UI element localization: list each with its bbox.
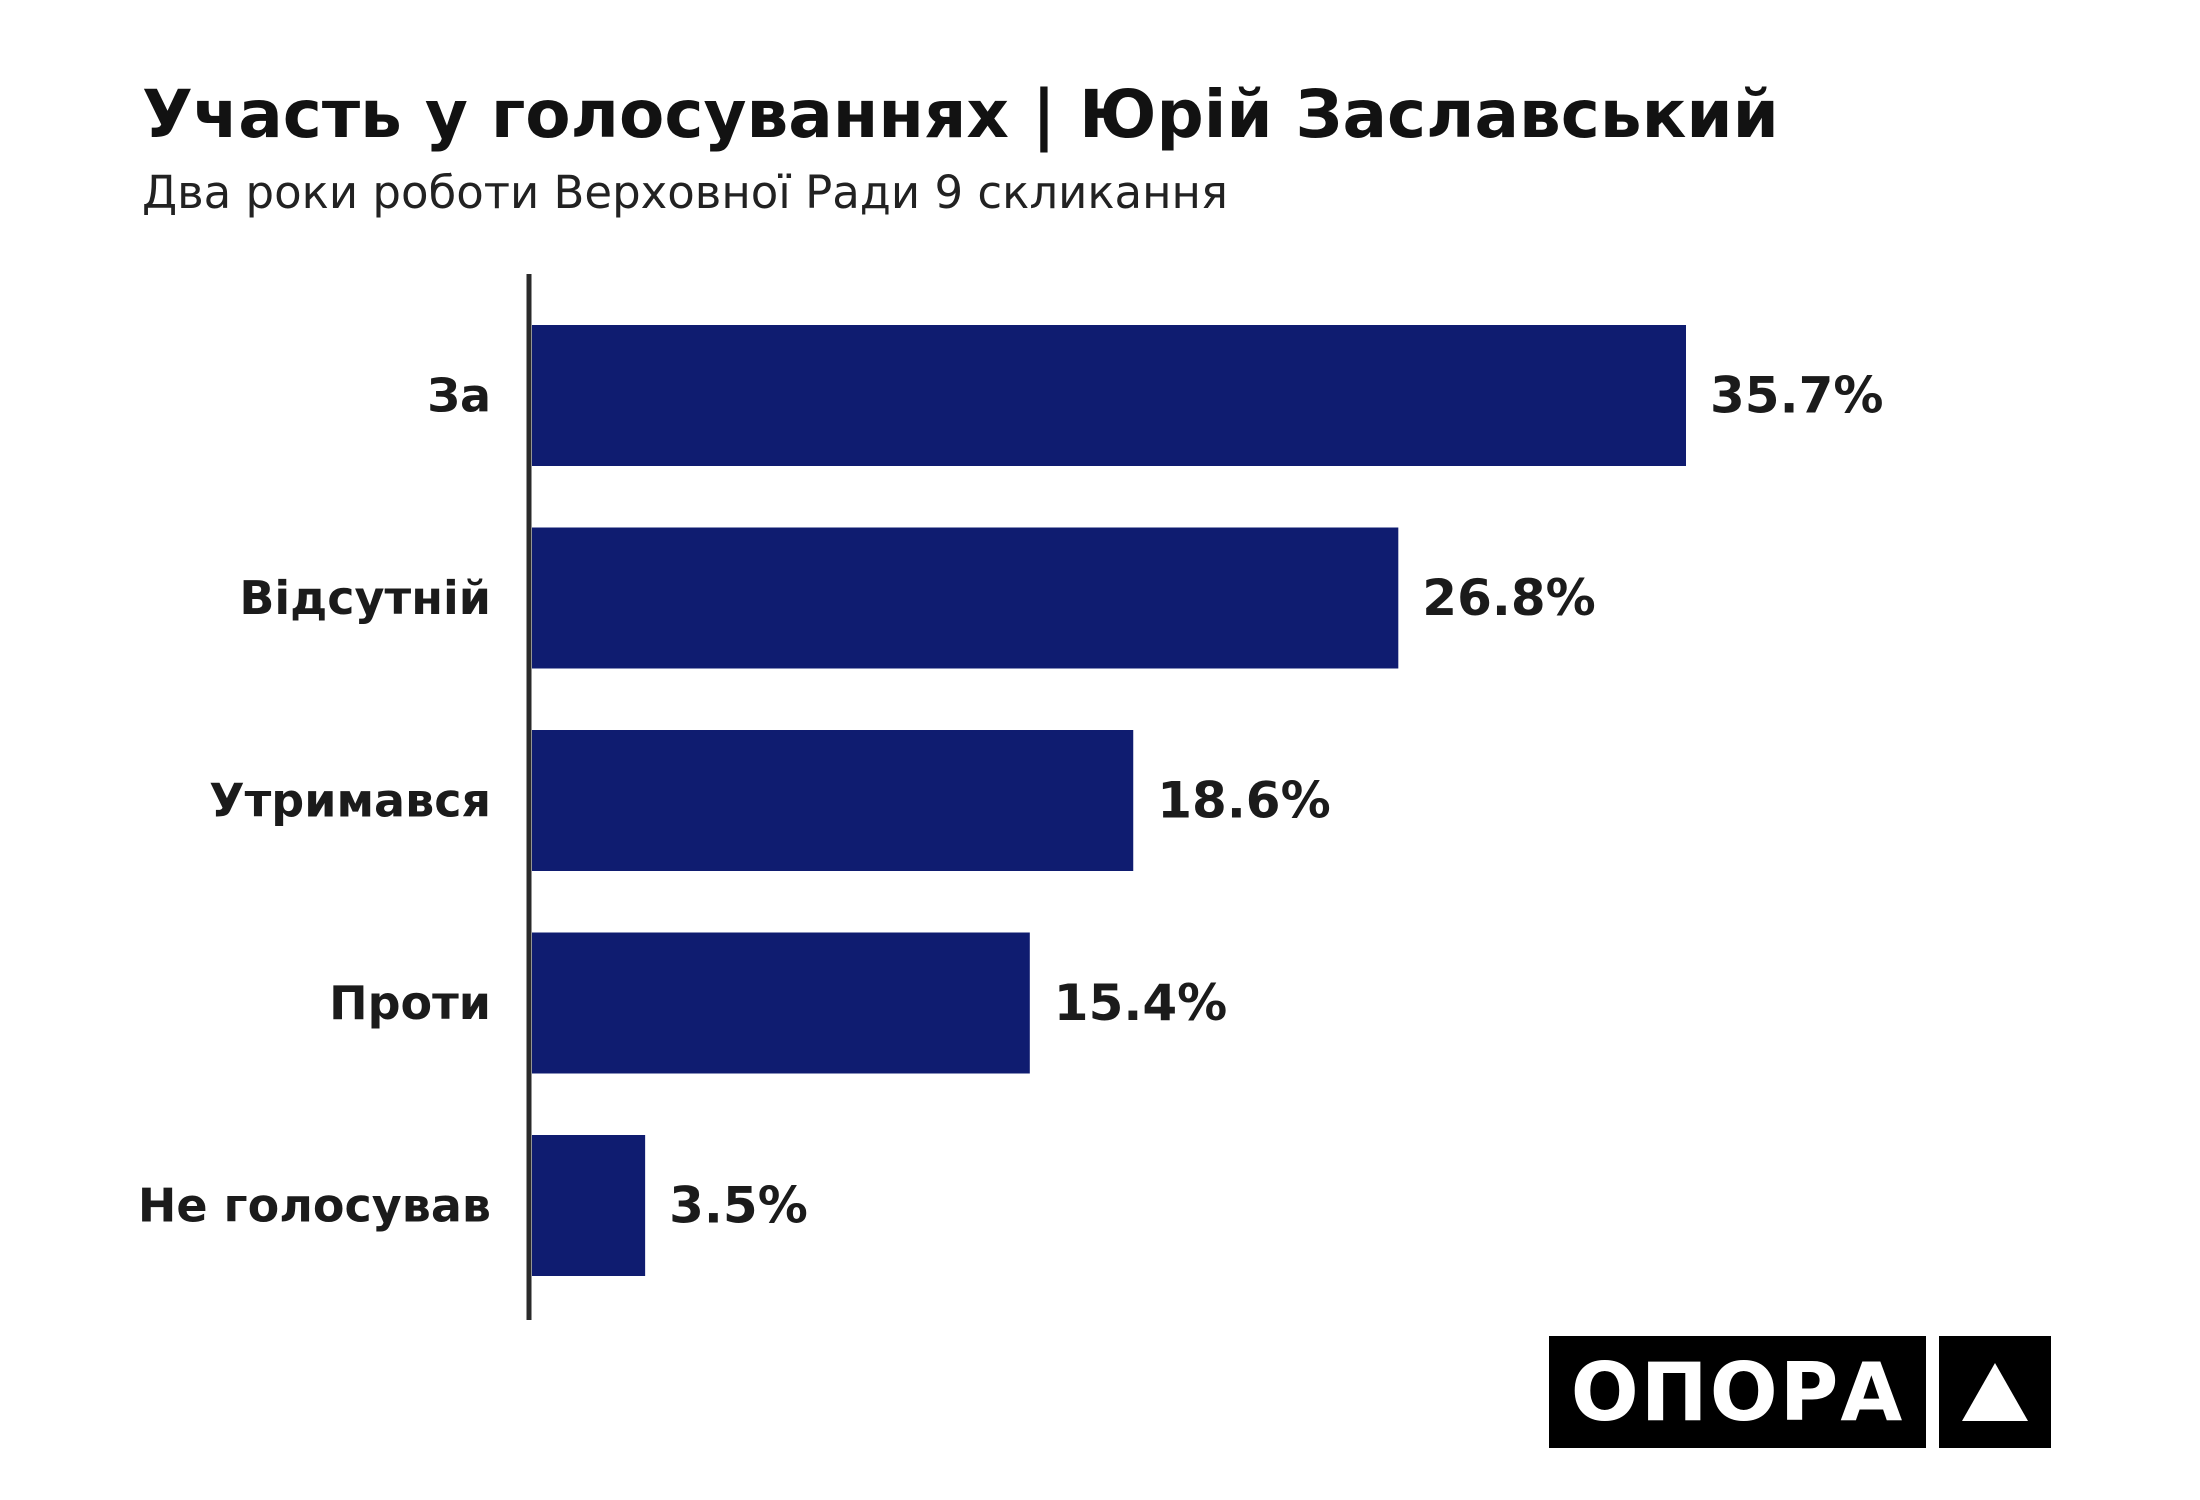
opora-logo-text: ОПОРА [1549, 1336, 1926, 1448]
chart-title: Участь у голосуваннях | Юрій Заславський [142, 76, 1779, 153]
bar [532, 325, 1686, 466]
bar-chart: За 35.7% Відсутній 26.8% Утримався 18.6% Проти… [138, 274, 1883, 1320]
bar [532, 730, 1134, 871]
data-label: 3.5% [669, 1177, 808, 1235]
category-label: Не голосував [138, 1179, 491, 1233]
data-label: 15.4% [1054, 974, 1227, 1032]
category-label: Відсутній [239, 571, 491, 625]
triangle-up-icon-shape [1962, 1363, 2028, 1421]
category-label: Утримався [209, 774, 491, 828]
bar [532, 932, 1030, 1074]
category-label: За [427, 369, 491, 423]
category-label: Проти [329, 976, 491, 1030]
triangle-up-icon [1939, 1336, 2051, 1448]
bar [532, 527, 1399, 669]
data-label: 35.7% [1710, 367, 1883, 425]
chart-subtitle: Два роки роботи Верховної Ради 9 скликан… [142, 166, 1228, 219]
bar [532, 1135, 646, 1276]
data-label: 26.8% [1422, 569, 1595, 627]
data-label: 18.6% [1157, 772, 1330, 830]
